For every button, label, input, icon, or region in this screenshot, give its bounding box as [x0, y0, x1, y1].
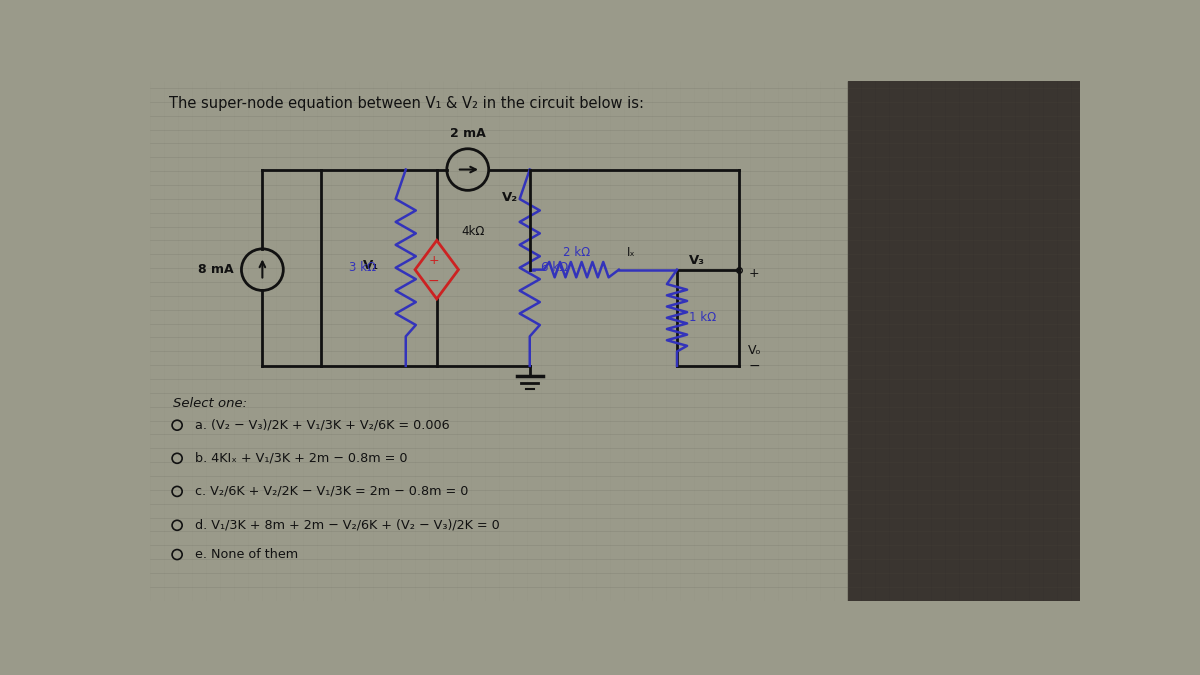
- Text: +: +: [749, 267, 758, 280]
- Text: a. (V₂ − V₃)/2K + V₁/3K + V₂/6K = 0.006: a. (V₂ − V₃)/2K + V₁/3K + V₂/6K = 0.006: [194, 418, 450, 432]
- Text: 3 kΩ: 3 kΩ: [349, 261, 377, 274]
- Text: V₂: V₂: [503, 191, 518, 204]
- Text: Vₒ: Vₒ: [749, 344, 762, 357]
- Text: 2 mA: 2 mA: [450, 128, 486, 140]
- Text: 8 mA: 8 mA: [198, 263, 234, 276]
- Text: Iₓ: Iₓ: [626, 246, 635, 259]
- Text: 1 kΩ: 1 kΩ: [689, 311, 716, 324]
- Bar: [847, 81, 1080, 601]
- Text: V₁: V₁: [362, 259, 379, 272]
- Text: −: −: [749, 359, 760, 373]
- Text: −: −: [428, 274, 439, 288]
- Text: +: +: [428, 254, 439, 267]
- Text: V₃: V₃: [689, 254, 704, 267]
- Text: Select one:: Select one:: [173, 397, 247, 410]
- Text: 4kΩ: 4kΩ: [462, 225, 485, 238]
- Text: b. 4KIₓ + V₁/3K + 2m − 0.8m = 0: b. 4KIₓ + V₁/3K + 2m − 0.8m = 0: [194, 452, 408, 465]
- Text: d. V₁/3K + 8m + 2m − V₂/6K + (V₂ − V₃)/2K = 0: d. V₁/3K + 8m + 2m − V₂/6K + (V₂ − V₃)/2…: [194, 519, 499, 532]
- Text: e. None of them: e. None of them: [194, 548, 298, 561]
- Text: The super-node equation between V₁ & V₂ in the circuit below is:: The super-node equation between V₁ & V₂ …: [169, 97, 644, 111]
- Text: c. V₂/6K + V₂/2K − V₁/3K = 2m − 0.8m = 0: c. V₂/6K + V₂/2K − V₁/3K = 2m − 0.8m = 0: [194, 485, 468, 498]
- Text: 6 kΩ: 6 kΩ: [541, 261, 569, 274]
- Text: 2 kΩ: 2 kΩ: [563, 246, 590, 259]
